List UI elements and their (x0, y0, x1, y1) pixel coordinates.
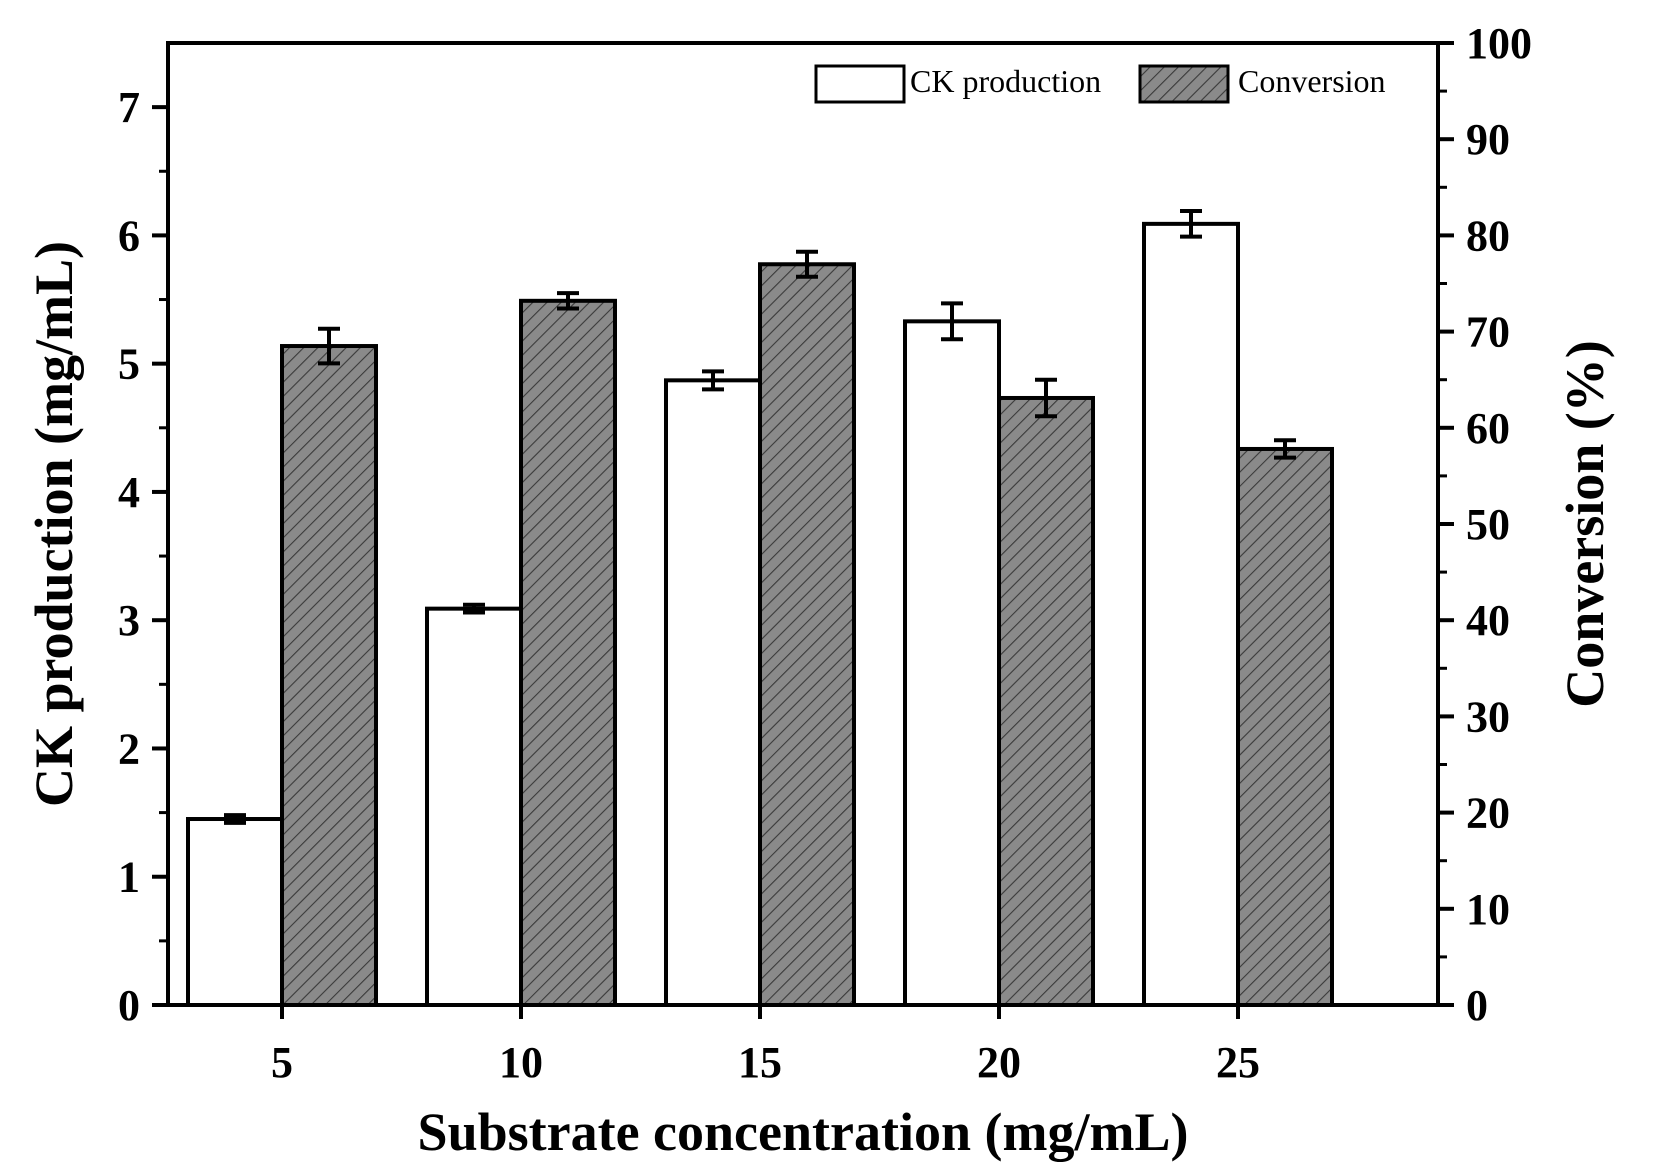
y2-tick-label-10: 10 (1466, 885, 1510, 934)
y2-tick-label-60: 60 (1466, 404, 1510, 453)
y-tick-label-1: 1 (118, 853, 140, 902)
y2-tick-label-90: 90 (1466, 115, 1510, 164)
y-axis-title: CK production (mg/mL) (24, 241, 84, 807)
bar-ck-production-5 (186, 817, 284, 1007)
bar-ck-production-20 (903, 319, 1001, 1007)
bar-ck-production-25 (1142, 221, 1240, 1007)
error-bar-conversion-5 (318, 326, 340, 366)
y-tick-label-2: 2 (118, 724, 140, 773)
y2-tick-label-80: 80 (1466, 211, 1510, 260)
y-tick-label-7: 7 (118, 83, 140, 132)
error-bar-conversion-10 (557, 291, 579, 311)
right-axis: 0 10 20 30 40 50 60 70 80 90 100 (1438, 19, 1532, 1030)
y-tick-label-0: 0 (118, 981, 140, 1030)
y2-tick-label-70: 70 (1466, 308, 1510, 357)
left-axis: 0 1 2 3 4 5 6 7 (118, 83, 168, 1030)
y2-tick-label-20: 20 (1466, 789, 1510, 838)
legend-label-conversion: Conversion (1238, 63, 1386, 99)
error-bar-conversion-15 (796, 249, 818, 279)
x-tick-label-5: 5 (271, 1038, 293, 1087)
bar-conversion-15 (758, 262, 856, 1007)
y2-tick-label-0: 0 (1466, 981, 1488, 1030)
bar-conversion-25 (1236, 446, 1334, 1007)
x-axis: 5 10 15 20 25 (271, 1005, 1260, 1087)
error-bar-ck-production-5 (224, 813, 246, 825)
legend: CK production Conversion (814, 63, 1386, 104)
y-tick-label-6: 6 (118, 211, 140, 260)
error-bar-ck-production-20 (941, 301, 963, 342)
x-tick-label-15: 15 (738, 1038, 782, 1087)
bars-layer (186, 221, 1334, 1008)
legend-label-ck-production: CK production (910, 63, 1101, 99)
bar-ck-production-15 (664, 378, 762, 1008)
bar-conversion-5 (280, 344, 378, 1007)
x-tick-label-10: 10 (499, 1038, 543, 1087)
error-bar-ck-production-10 (463, 602, 485, 615)
y-tick-label-3: 3 (118, 596, 140, 645)
y-tick-label-4: 4 (118, 468, 140, 517)
bar-conversion-20 (997, 395, 1095, 1007)
y2-tick-label-50: 50 (1466, 500, 1510, 549)
legend-swatch-conversion (1138, 64, 1230, 104)
x-tick-label-25: 25 (1216, 1038, 1260, 1087)
error-bars-layer (224, 209, 1296, 825)
y2-axis-title: Conversion (%) (1555, 340, 1615, 707)
y2-tick-label-100: 100 (1466, 19, 1532, 68)
legend-swatch-ck-production (814, 64, 906, 104)
y2-tick-label-30: 30 (1466, 692, 1510, 741)
y2-tick-label-40: 40 (1466, 596, 1510, 645)
x-tick-label-20: 20 (977, 1038, 1021, 1087)
y-tick-label-5: 5 (118, 340, 140, 389)
error-bar-ck-production-25 (1180, 209, 1202, 239)
error-bar-conversion-20 (1035, 377, 1057, 419)
error-bar-conversion-25 (1274, 438, 1296, 460)
x-axis-title: Substrate concentration (mg/mL) (418, 1102, 1189, 1162)
bar-ck-production-10 (425, 606, 523, 1007)
bar-conversion-10 (519, 298, 617, 1008)
error-bar-ck-production-15 (702, 369, 724, 392)
